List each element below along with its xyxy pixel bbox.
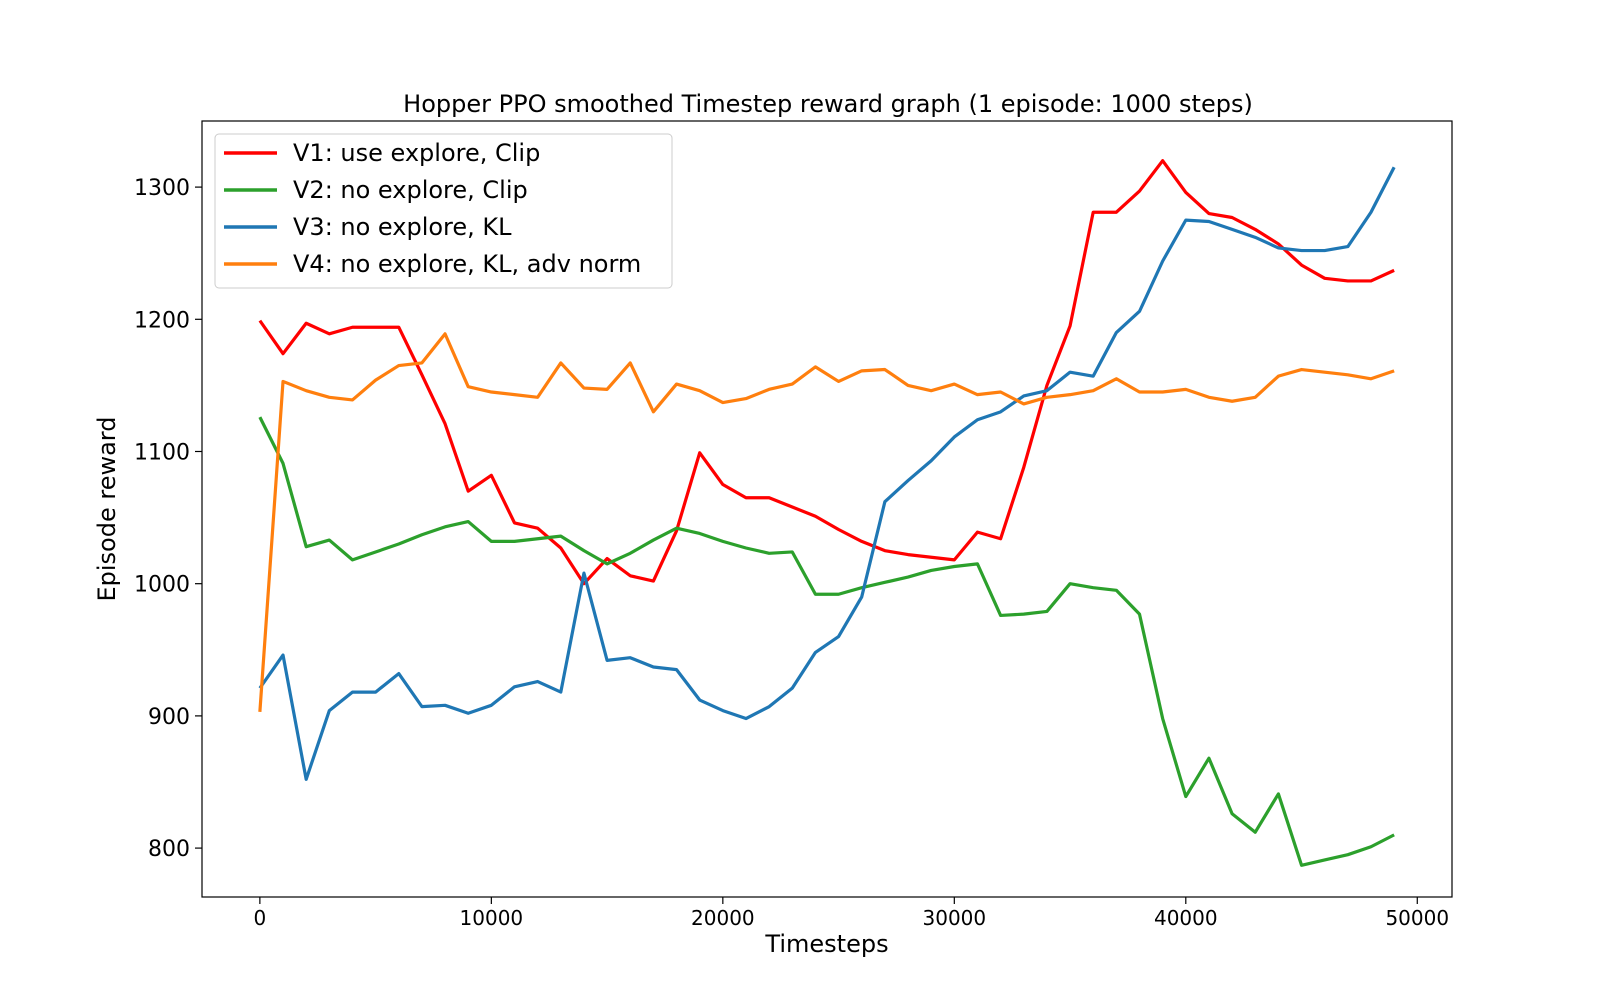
legend-label-v1: V1: use explore, Clip — [293, 139, 540, 167]
y-axis-label: Episode reward — [93, 416, 121, 601]
series-line-v4 — [258, 332, 1395, 713]
chart-title: Hopper PPO smoothed Timestep reward grap… — [403, 90, 1253, 118]
legend-label-v2: V2: no explore, Clip — [293, 176, 528, 204]
series-line-v2 — [258, 416, 1395, 867]
legend-label-v4: V4: no explore, KL, adv norm — [293, 250, 641, 278]
y-tick-label: 1300 — [134, 176, 190, 201]
series-line-v1 — [258, 159, 1395, 586]
y-tick-label: 1000 — [134, 573, 190, 598]
x-tick-label: 30000 — [923, 906, 987, 930]
y-tick-label: 900 — [148, 705, 190, 730]
x-axis: 0 10000 20000 30000 40000 50000 — [254, 897, 1449, 930]
x-tick-label: 0 — [254, 906, 267, 930]
legend-label-v3: V3: no explore, KL — [293, 213, 512, 241]
x-tick-label: 20000 — [691, 906, 755, 930]
y-tick-label: 800 — [148, 837, 190, 862]
x-tick-label: 40000 — [1154, 906, 1218, 930]
x-tick-label: 50000 — [1385, 906, 1449, 930]
x-axis-label: Timesteps — [764, 930, 888, 958]
legend: V1: use explore, Clip V2: no explore, Cli… — [214, 133, 673, 289]
series-line-v3 — [258, 166, 1396, 781]
series-layer — [258, 159, 1396, 867]
x-tick-label: 10000 — [460, 906, 524, 930]
y-tick-label: 1200 — [134, 308, 190, 333]
legend-box — [214, 133, 673, 289]
y-axis: 800 900 1000 1100 1200 1300 — [134, 176, 202, 862]
y-tick-label: 1100 — [134, 440, 190, 465]
